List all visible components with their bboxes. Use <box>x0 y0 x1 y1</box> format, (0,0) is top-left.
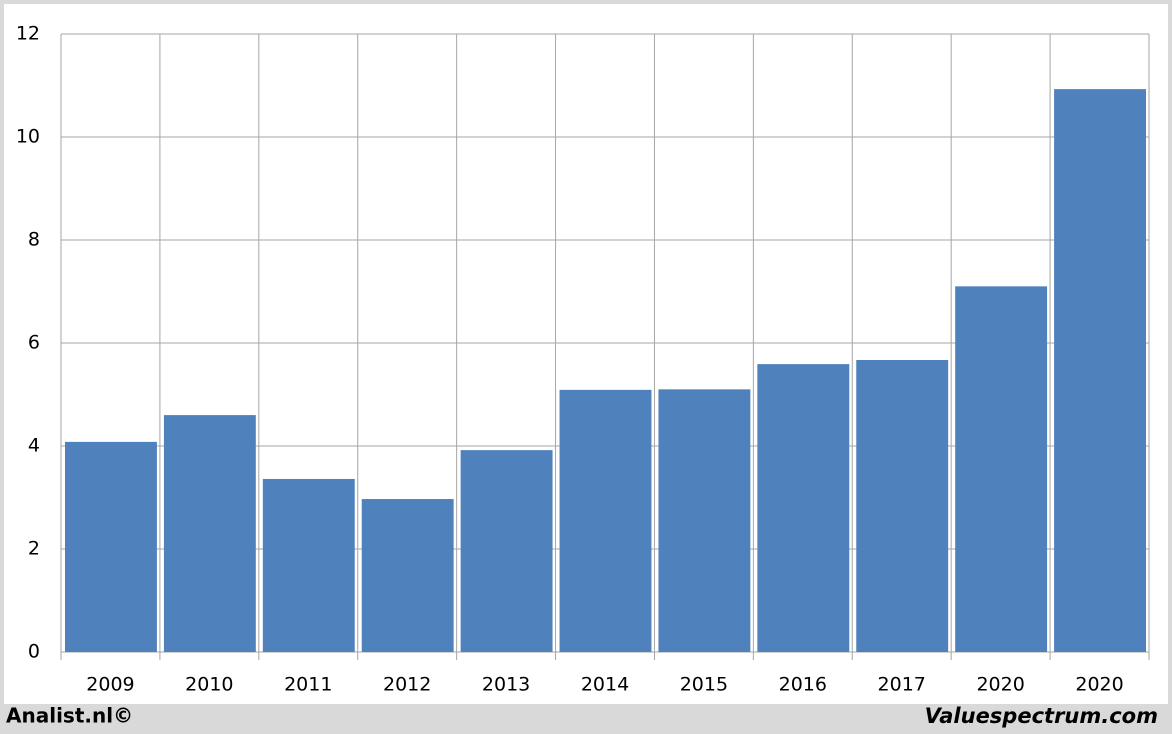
y-tick-label: 4 <box>28 435 40 457</box>
x-tick-label: 2020 <box>976 674 1024 696</box>
bar <box>262 478 355 652</box>
y-tick-label: 8 <box>28 229 40 251</box>
bar <box>757 364 850 652</box>
y-tick-label: 6 <box>28 332 40 354</box>
footer-left: Analist.nl© <box>6 704 133 728</box>
y-tick-label: 2 <box>28 538 40 560</box>
bar <box>65 441 157 652</box>
bar <box>856 359 949 652</box>
x-tick-label: 2016 <box>779 674 827 696</box>
x-tick-label: 2009 <box>86 674 134 696</box>
x-tick-label: 2010 <box>185 674 233 696</box>
bar <box>1054 89 1146 653</box>
bar <box>955 286 1048 652</box>
x-tick-label: 2014 <box>581 674 629 696</box>
x-tick-label: 2015 <box>680 674 728 696</box>
y-tick-label: 12 <box>16 23 40 45</box>
bar <box>559 389 652 652</box>
bar <box>163 415 256 652</box>
x-tick-label: 2017 <box>878 674 926 696</box>
bar <box>460 450 553 652</box>
y-tick-label: 10 <box>16 126 40 148</box>
x-tick-label: 2013 <box>482 674 530 696</box>
footer-right: Valuespectrum.com <box>925 704 1158 728</box>
x-tick-label: 2020 <box>1075 674 1123 696</box>
x-tick-label: 2012 <box>383 674 431 696</box>
y-tick-label: 0 <box>28 641 40 663</box>
bar <box>658 389 751 652</box>
x-tick-label: 2011 <box>284 674 332 696</box>
bar <box>361 499 454 652</box>
